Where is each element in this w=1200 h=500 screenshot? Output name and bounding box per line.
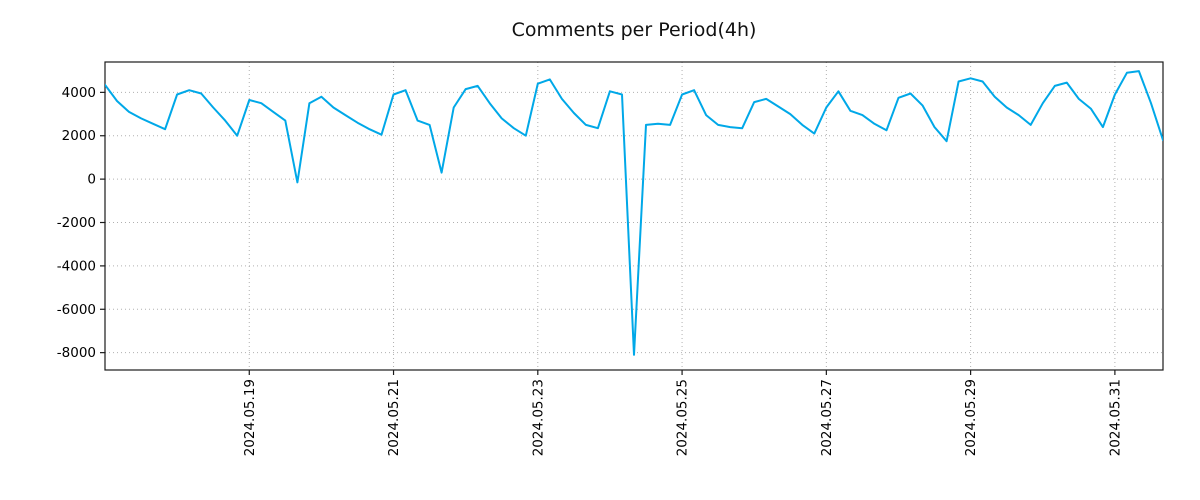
plot-border: [104, 61, 1164, 371]
x-tick-label: 2024.05.31: [1107, 379, 1123, 456]
plot-area: -8000 -6000 -4000 -2000 0 2000 4000 2024.05.19 2…: [57, 61, 1164, 456]
chart-title: Comments per Period(4h): [512, 19, 757, 41]
y-tick-label: -4000: [57, 258, 96, 274]
y-tick-label: -8000: [57, 345, 96, 361]
x-tick-label: 2024.05.23: [530, 379, 546, 456]
x-tick-label: 2024.05.29: [963, 379, 979, 456]
y-tick-label: 4000: [62, 85, 96, 101]
x-tick-label: 2024.05.19: [242, 379, 258, 456]
x-tick-label: 2024.05.21: [386, 379, 402, 456]
x-tick-label: 2024.05.27: [819, 379, 835, 456]
y-tick-label: 2000: [62, 128, 96, 144]
data-line: [105, 70, 1163, 356]
x-tick-label: 2024.05.25: [675, 379, 691, 456]
y-tick-label: -6000: [57, 302, 96, 318]
y-tick-label: -2000: [57, 215, 96, 231]
y-tick-label: 0: [87, 172, 96, 188]
